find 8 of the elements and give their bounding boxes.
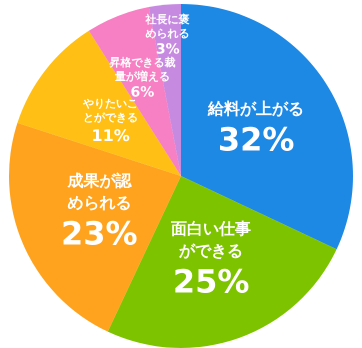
slice-label: 給料が上がる <box>207 98 304 118</box>
data-label: 3% <box>156 42 180 58</box>
data-label: 11% <box>92 126 130 145</box>
data-label: 32% <box>218 120 294 158</box>
slice-label: 面白い仕事ができる <box>170 219 252 260</box>
data-label: 25% <box>172 262 250 301</box>
data-label: 23% <box>61 214 138 252</box>
slice-label: 成果が認められる <box>66 170 132 212</box>
